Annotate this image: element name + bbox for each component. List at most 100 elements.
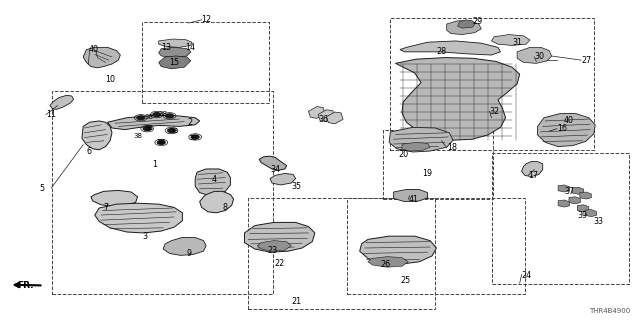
Polygon shape [447,21,481,35]
Polygon shape [577,205,589,212]
Polygon shape [308,107,325,118]
Text: THR4B4900: THR4B4900 [589,308,630,314]
Polygon shape [394,189,428,202]
Text: 14: 14 [186,43,196,52]
Polygon shape [257,241,291,251]
Text: 17: 17 [528,171,538,180]
Polygon shape [82,121,112,150]
Text: 9: 9 [187,249,192,258]
Text: 8: 8 [223,204,228,212]
Bar [347,198,525,294]
Text: 32: 32 [490,107,500,116]
Polygon shape [360,236,436,264]
Polygon shape [522,162,543,177]
Polygon shape [195,169,230,195]
Polygon shape [538,114,595,147]
Text: 21: 21 [291,297,301,306]
Circle shape [143,127,151,131]
Text: 3: 3 [142,232,147,241]
Bar [492,153,629,284]
Text: 29: 29 [472,17,483,26]
Polygon shape [400,41,500,55]
Circle shape [153,113,161,116]
Text: 23: 23 [268,246,278,255]
Text: 15: 15 [170,58,180,67]
Circle shape [191,135,199,139]
Text: 33: 33 [594,217,604,226]
Text: 30: 30 [534,52,545,61]
Polygon shape [402,142,430,151]
Polygon shape [91,190,138,206]
Circle shape [137,116,145,120]
Text: 11: 11 [46,110,56,119]
Text: 25: 25 [400,276,410,285]
Text: 38: 38 [170,128,179,134]
Text: 5: 5 [40,184,45,193]
Text: 28: 28 [436,47,447,56]
Polygon shape [396,58,520,140]
Polygon shape [318,110,335,122]
Polygon shape [83,47,120,68]
Circle shape [157,140,165,144]
Polygon shape [163,237,206,255]
Bar [248,198,435,309]
Polygon shape [585,210,596,217]
Polygon shape [326,112,343,124]
Text: 20: 20 [398,150,408,159]
Text: 40: 40 [88,45,99,54]
Polygon shape [50,95,74,109]
Polygon shape [259,156,287,170]
Bar [383,130,493,199]
Polygon shape [580,192,591,199]
Text: FR.: FR. [17,281,34,290]
Polygon shape [95,203,182,233]
Polygon shape [517,47,552,63]
Text: 38: 38 [159,111,168,116]
Text: 26: 26 [381,260,391,269]
Text: 34: 34 [270,165,280,174]
Bar [142,22,269,103]
Text: 38: 38 [133,133,142,139]
Text: 36: 36 [319,115,329,124]
Polygon shape [270,173,296,185]
Bar [390,18,594,150]
Text: 35: 35 [291,182,301,191]
Text: 38: 38 [157,140,166,145]
Text: 18: 18 [447,143,457,152]
Text: 2: 2 [187,118,192,127]
Polygon shape [108,115,200,130]
Polygon shape [368,257,408,267]
Polygon shape [159,47,191,58]
Text: 16: 16 [557,124,567,133]
Text: 40: 40 [563,116,573,125]
Text: 10: 10 [106,75,116,84]
Polygon shape [492,35,530,45]
Text: 27: 27 [581,56,591,65]
Text: 41: 41 [408,195,419,204]
Text: 1: 1 [152,160,157,169]
Polygon shape [159,39,192,47]
Polygon shape [200,191,234,213]
Circle shape [166,114,173,118]
Text: 31: 31 [512,38,522,47]
Text: 12: 12 [202,15,212,24]
Polygon shape [389,127,453,152]
Bar [52,91,273,294]
Text: 39: 39 [577,211,588,220]
Circle shape [168,129,175,132]
Text: 7: 7 [104,204,109,212]
Polygon shape [458,20,475,28]
Text: 4: 4 [211,175,216,184]
Text: 38: 38 [189,135,198,140]
Polygon shape [558,185,570,192]
Polygon shape [558,200,570,207]
Text: 37: 37 [564,188,575,196]
Text: 19: 19 [422,169,433,178]
Text: 13: 13 [161,43,172,52]
Polygon shape [569,197,580,204]
Polygon shape [159,56,191,69]
Polygon shape [572,187,584,194]
Text: 24: 24 [522,271,532,280]
Polygon shape [244,222,315,252]
Text: 6: 6 [86,148,92,156]
